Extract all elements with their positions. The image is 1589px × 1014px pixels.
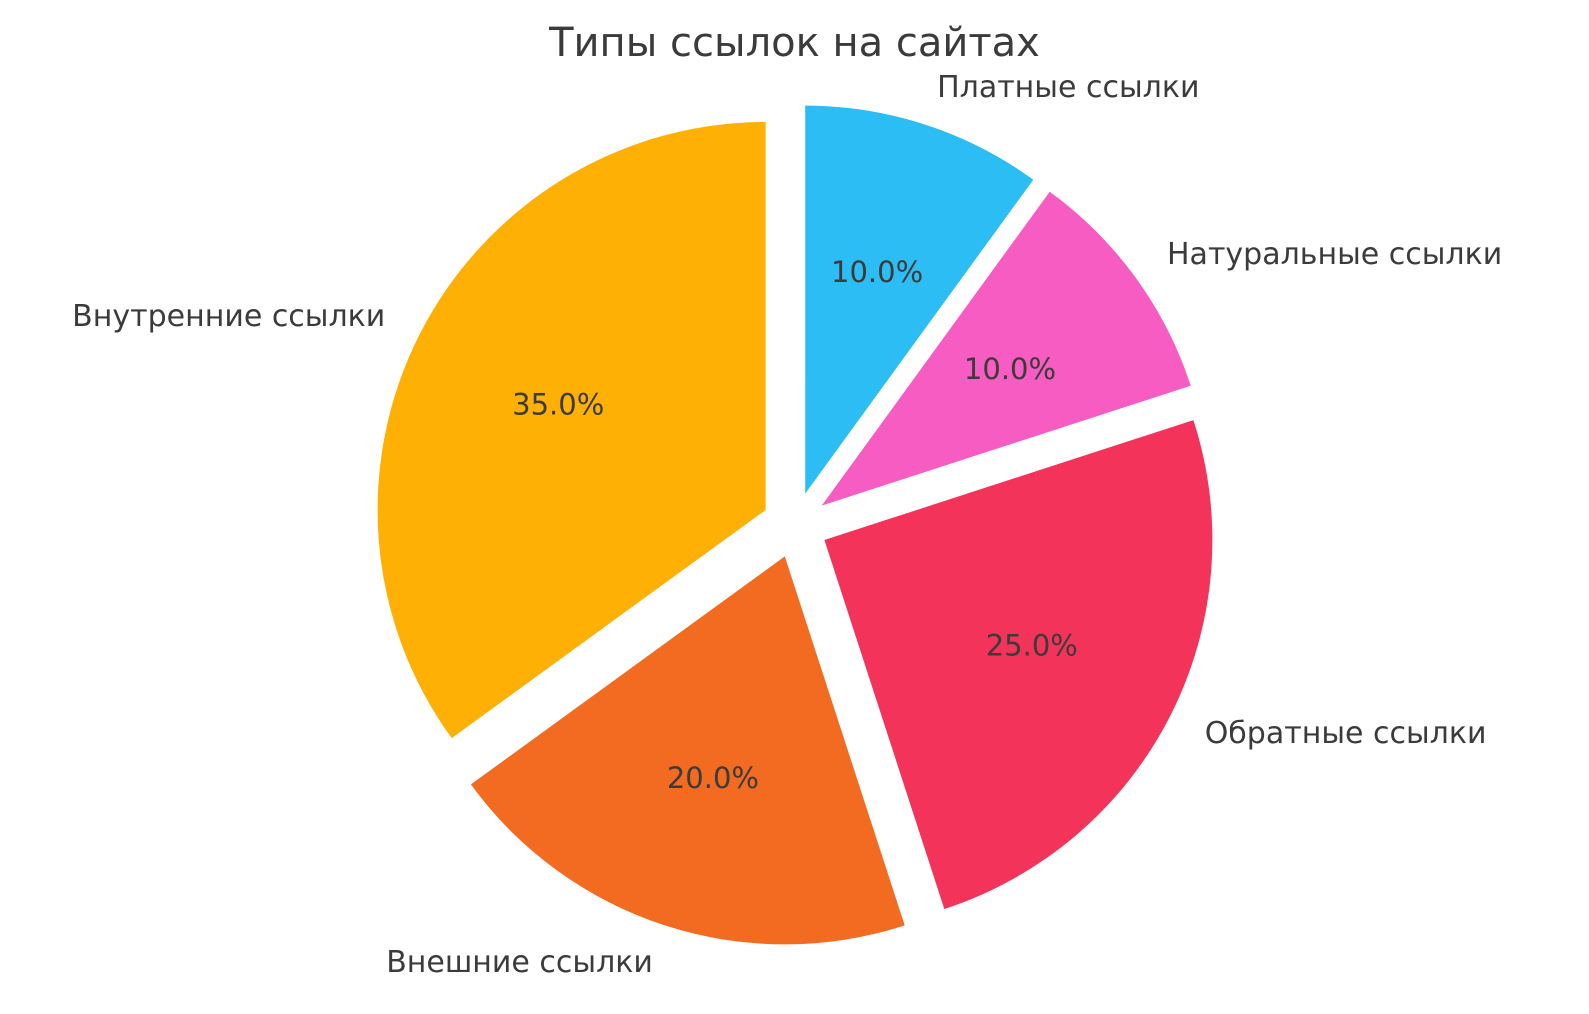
percent-label-4: 35.0%	[512, 387, 604, 421]
pie-slice-4	[377, 122, 766, 739]
chart-title: Типы ссылок на сайтах	[549, 20, 1040, 66]
pie-slice-3	[470, 556, 905, 945]
percent-label-1: 10.0%	[964, 352, 1056, 386]
pie-slice-2	[824, 420, 1213, 909]
pie-slice-0	[805, 105, 1034, 494]
percent-label-2: 25.0%	[986, 629, 1078, 663]
pie-slice-1	[821, 191, 1191, 506]
slice-label-0: Платные ссылки	[937, 70, 1199, 105]
slice-label-2: Обратные ссылки	[1205, 716, 1487, 751]
percent-label-0: 10.0%	[831, 255, 923, 289]
percent-label-3: 20.0%	[667, 761, 759, 795]
slice-label-4: Внутренние ссылки	[72, 299, 385, 334]
slice-label-3: Внешние ссылки	[386, 945, 653, 980]
slice-label-1: Натуральные ссылки	[1167, 237, 1502, 272]
